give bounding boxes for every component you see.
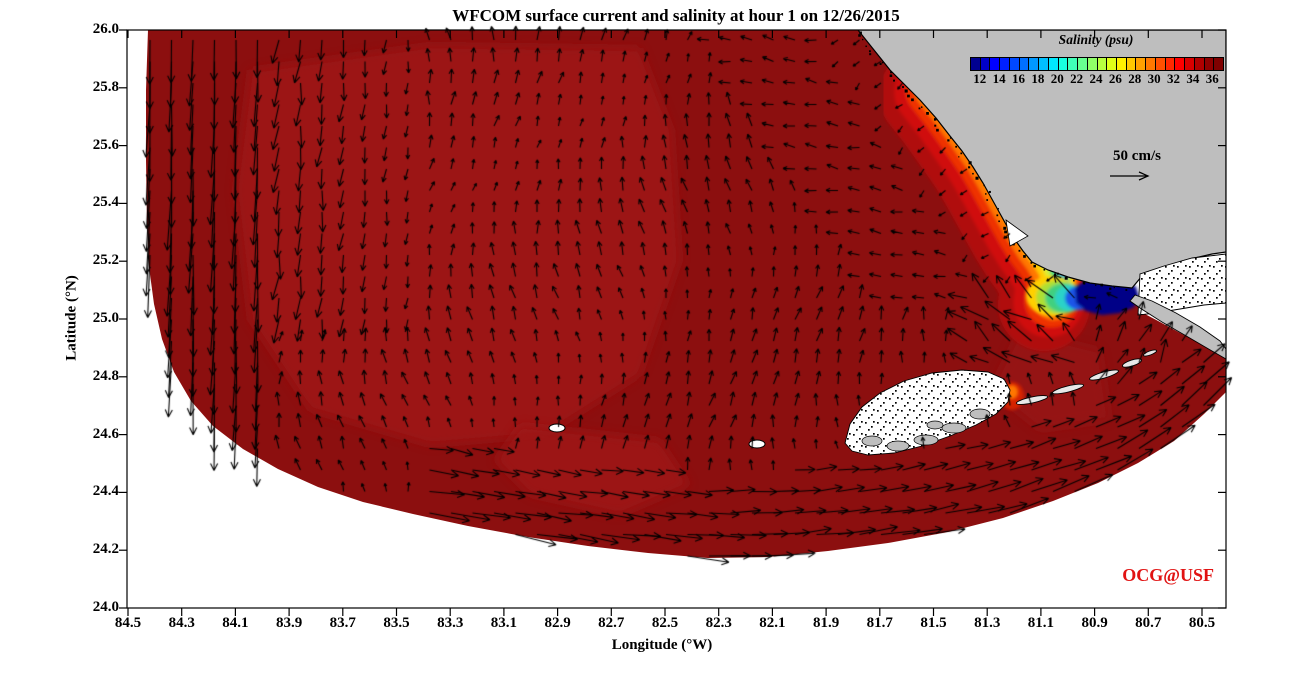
y-tick-label: 25.2: [92, 252, 119, 269]
x-tick-label: 82.3: [705, 615, 732, 631]
colorbar-tick-label: 36: [1205, 71, 1219, 86]
plot-title: WFCOM surface current and salinity at ho…: [452, 6, 900, 25]
watermark: OCG@USF: [1122, 565, 1214, 585]
colorbar-cell: [1058, 58, 1069, 70]
y-tick-label: 25.0: [92, 310, 119, 326]
x-tick-label: 81.5: [920, 615, 947, 631]
colorbar-cell: [1146, 58, 1156, 70]
y-tick-label: 24.6: [92, 425, 119, 442]
colorbar-cell: [1068, 58, 1079, 70]
x-tick-label: 83.1: [490, 615, 518, 631]
colorbar-cell: [1048, 58, 1059, 70]
colorbar-tick-label: 24: [1089, 71, 1103, 86]
y-tick-label: 25.4: [92, 194, 119, 211]
colorbar-cell: [1009, 58, 1020, 70]
colorbar-cell: [1214, 58, 1224, 70]
colorbar-cell: [980, 58, 991, 70]
y-tick-label: 24.0: [92, 599, 119, 615]
x-tick-label: 82.5: [651, 615, 679, 631]
colorbar-cell: [1029, 58, 1040, 70]
x-tick-label: 82.9: [544, 615, 571, 631]
x-tick-label: 81.7: [866, 615, 893, 631]
x-tick-label: 81.1: [1027, 615, 1055, 631]
colorbar-cell: [1126, 58, 1137, 70]
colorbar-cell: [1087, 58, 1098, 70]
colorbar-cell: [1000, 58, 1010, 70]
x-tick-label: 80.9: [1081, 615, 1108, 631]
y-tick-label: 25.6: [92, 136, 119, 153]
colorbar-cell: [1175, 58, 1186, 70]
x-tick-label: 80.7: [1135, 615, 1162, 631]
y-tick-label: 24.8: [92, 367, 119, 384]
colorbar-tick-label: 14: [992, 71, 1006, 86]
colorbar-cell: [1039, 58, 1049, 70]
colorbar-cell: [1136, 58, 1147, 70]
x-axis-label: Longitude (°W): [611, 637, 713, 653]
y-tick-label: 25.8: [92, 78, 119, 95]
colorbar-cell: [1019, 58, 1030, 70]
colorbar-cell: [1097, 58, 1108, 70]
colorbar-cell: [1194, 58, 1205, 70]
x-tick-label: 84.5: [114, 615, 142, 631]
colorbar-cell: [1204, 58, 1215, 70]
colorbar-cell: [1185, 58, 1195, 70]
colorbar-cell: [990, 58, 1001, 70]
colorbar-tick-label: 16: [1011, 71, 1025, 86]
colorbar-cell: [1155, 58, 1166, 70]
colorbar-tick-label: 28: [1128, 71, 1142, 86]
y-tick-label: 24.2: [92, 541, 119, 558]
colorbar-cell: [1078, 58, 1088, 70]
colorbar-tick-label: 30: [1147, 71, 1161, 86]
x-tick-label: 83.9: [275, 615, 303, 631]
x-tick-label: 83.3: [437, 615, 464, 631]
x-tick-label: 83.5: [383, 615, 410, 631]
x-tick-label: 83.7: [329, 615, 356, 631]
x-tick-label: 82.7: [598, 615, 625, 631]
colorbar-cell: [1117, 58, 1127, 70]
colorbar-tick-label: 12: [973, 71, 987, 86]
colorbar-tick-label: 34: [1186, 71, 1200, 86]
colorbar-tick-label: 22: [1070, 71, 1084, 86]
x-tick-label: 81.3: [974, 615, 1001, 631]
y-tick-label: 24.4: [92, 483, 119, 500]
colorbar-cell: [1165, 58, 1176, 70]
x-tick-label: 82.1: [759, 615, 786, 631]
colorbar-tick-label: 32: [1167, 71, 1181, 86]
x-tick-label: 84.1: [222, 615, 249, 631]
colorbar-tick-label: 20: [1050, 71, 1064, 86]
colorbar-cell: [1107, 58, 1118, 70]
scale-arrow-label: 50 cm/s: [1113, 148, 1161, 164]
x-tick-label: 84.3: [168, 615, 195, 631]
colorbar-title: Salinity (psu): [1058, 32, 1134, 47]
y-tick-label: 26.0: [92, 21, 119, 37]
colorbar-tick-label: 18: [1031, 71, 1045, 86]
salinity-colorbar: [970, 57, 1224, 71]
x-tick-label: 80.5: [1188, 615, 1216, 631]
colorbar-tick-label: 26: [1108, 71, 1122, 86]
colorbar-cell: [971, 58, 981, 70]
x-tick-label: 81.9: [812, 615, 840, 631]
